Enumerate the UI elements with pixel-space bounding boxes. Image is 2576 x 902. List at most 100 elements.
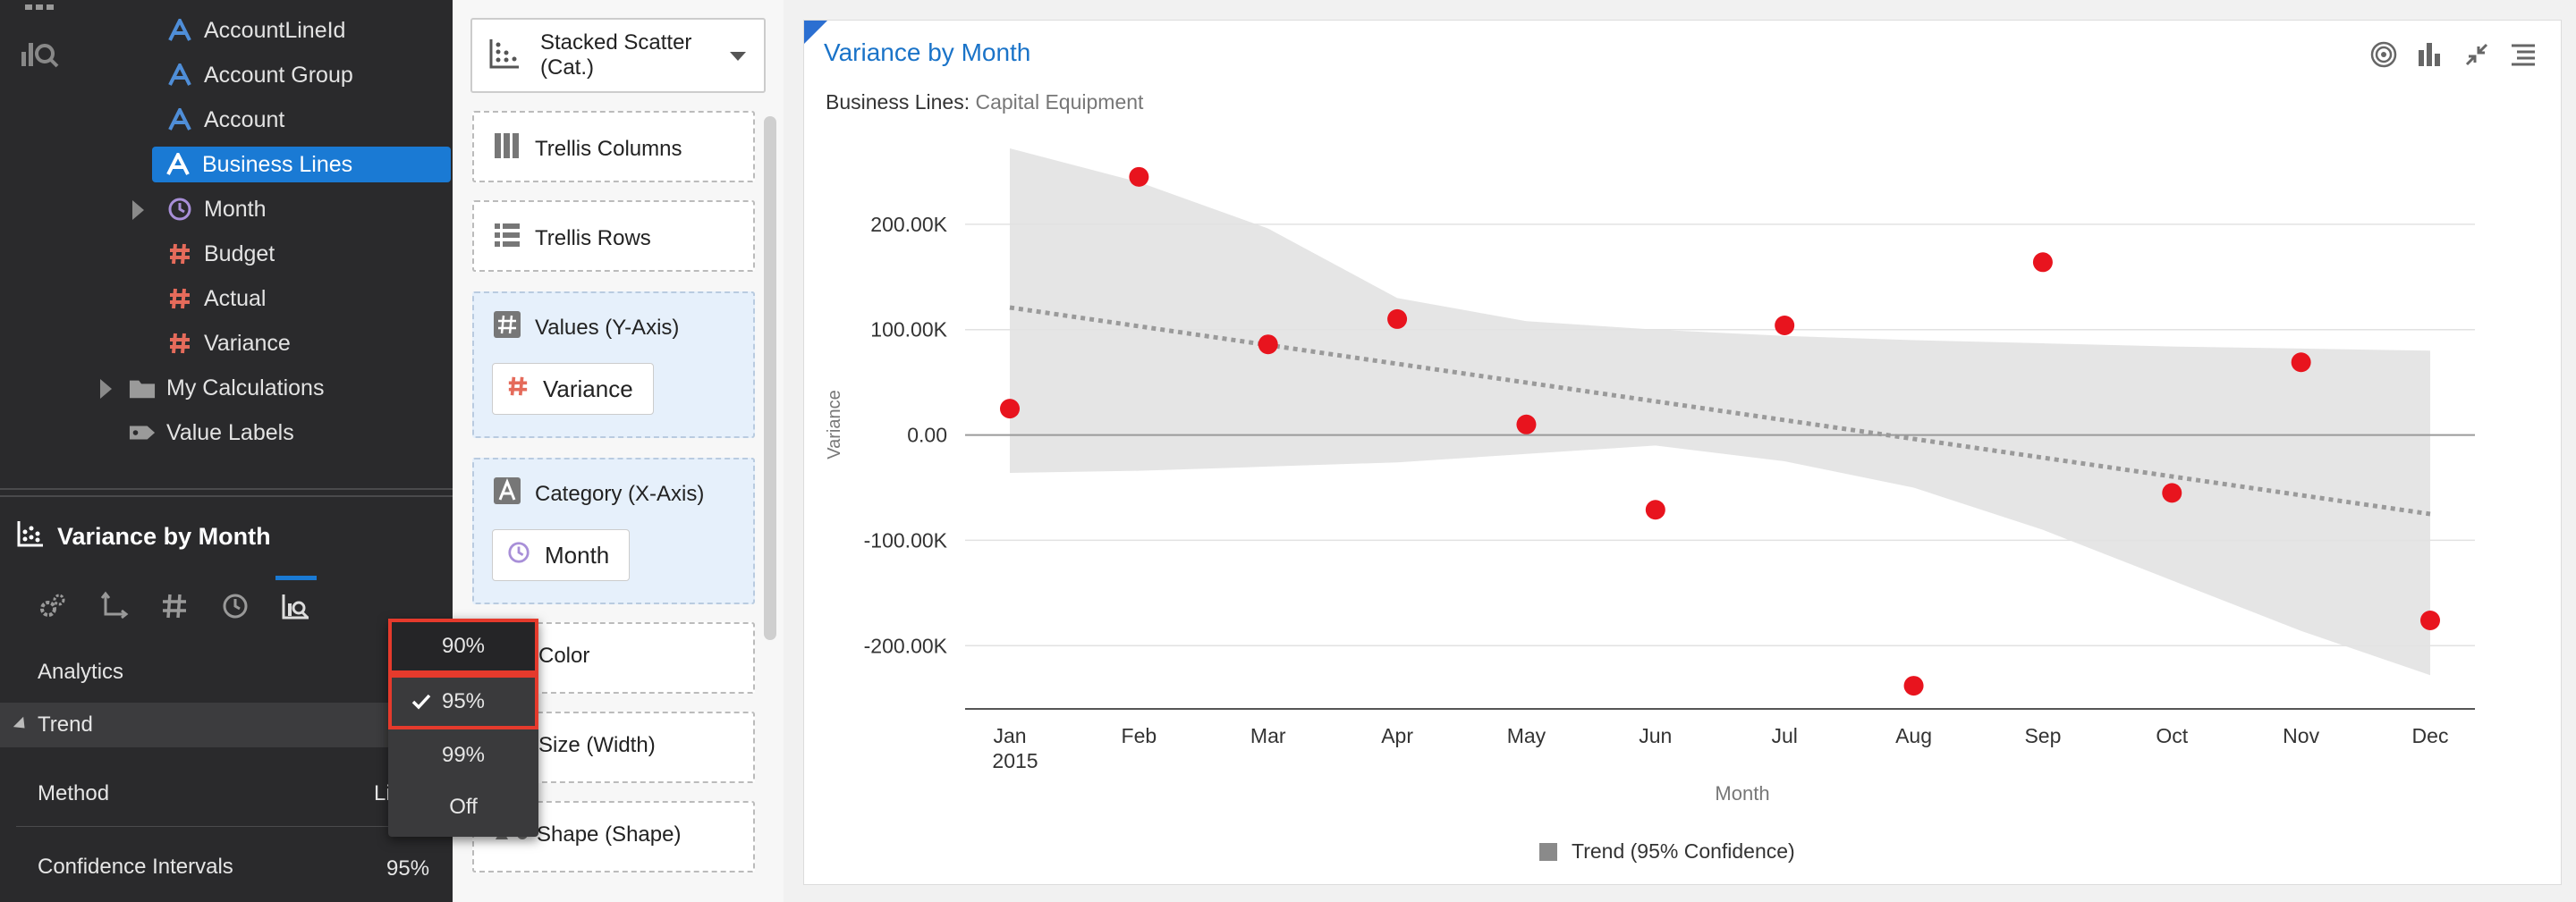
method-value[interactable]: Li [374,781,391,805]
tree-item-account-group[interactable]: Account Group [166,57,353,93]
expand-icon[interactable] [132,200,144,220]
x-tick-label: Apr [1381,724,1413,747]
option-label: 90% [441,634,486,658]
method-label: Method [38,781,110,805]
target-icon[interactable] [2360,37,2407,72]
scatter-chart-icon [488,38,521,74]
columns-icon [494,132,521,165]
tab-general[interactable] [32,579,73,633]
hash-icon [494,311,521,344]
collapse-icon[interactable] [2453,37,2500,72]
category-x-axis-zone[interactable]: Category (X-Axis) Month [472,458,755,604]
x-tick-label: Oct [2156,724,2188,747]
tree-item-label: Budget [204,240,275,266]
data-point [2420,611,2440,630]
x-tick-label: Jan [993,724,1026,747]
clock-icon [223,594,248,619]
confidence-intervals-value[interactable]: 95% [386,856,430,881]
gears-icon [40,594,65,617]
zone-label: Category (X-Axis) [535,481,705,506]
data-point [2032,252,2053,273]
chart-type-select[interactable]: Stacked Scatter (Cat.) [470,18,766,93]
option-95[interactable]: 95% [388,674,538,729]
legend-swatch [1539,842,1557,861]
scatter-chart-icon [16,519,45,554]
data-panel: AccountLineId Account Group Account Busi… [0,0,538,902]
data-point [1000,399,1020,419]
data-point [1129,166,1149,187]
zone-label: Size (Width) [538,733,656,757]
attribute-icon [166,17,193,44]
scatter-plot: 200.00K 100.00K 0.00 -100.00K -200.00K Jan Feb… [825,148,2475,805]
analytics-icon[interactable] [20,34,59,70]
panel-divider [0,488,453,490]
chart-title[interactable]: Variance by Month [824,38,1031,66]
zone-label: Trellis Columns [535,136,682,161]
attribute-icon [166,106,193,133]
values-y-axis-zone[interactable]: Values (Y-Axis) Variance [472,291,755,438]
month-pill[interactable]: Month [492,529,631,581]
filter-label: Business Lines: [826,90,970,114]
trellis-rows-zone[interactable]: Trellis Rows [472,200,755,272]
tree-item-label: My Calculations [166,375,325,400]
chart-toolbar [2360,37,2546,72]
y-tick-label: -100.00K [864,528,948,552]
tree-item-label: Actual [204,285,267,311]
legend-label: Trend (95% Confidence) [1572,839,1795,863]
section-analytics: Analytics [38,660,124,684]
attribute-icon [165,151,191,178]
chart-canvas: Variance by Month Business Lines: Capita… [803,20,2562,885]
tree-item-label: AccountLineId [204,17,346,43]
pill-label: Variance [543,375,633,402]
trend-line [1009,305,2431,517]
tab-analytics[interactable] [275,576,317,633]
tree-item-my-calculations[interactable]: My Calculations [129,370,324,406]
data-point [2291,352,2311,373]
bar-chart-icon[interactable] [2407,37,2453,72]
tab-axis[interactable] [93,579,134,633]
check-icon [411,692,431,718]
tab-time[interactable] [215,579,256,633]
tree-item-accountlineid[interactable]: AccountLineId [166,13,345,48]
zone-label: Trellis Rows [535,225,651,250]
tree-item-actual[interactable]: Actual [166,281,266,316]
menu-icon[interactable] [2500,37,2546,72]
grammar-scrollbar[interactable] [764,116,776,640]
tag-icon [129,419,156,446]
chevron-down-icon [730,52,746,61]
grid-icon[interactable] [25,0,55,10]
tree-item-business-lines[interactable]: Business Lines [152,147,451,182]
tree-item-month[interactable]: Month [166,191,266,227]
panel-divider [0,495,453,497]
option-99[interactable]: 99% [388,729,538,781]
tree-item-label: Month [204,196,267,222]
rows-icon [494,222,521,255]
variance-pill[interactable]: Variance [492,363,654,415]
x-tick-label: Sep [2024,724,2061,747]
trend-section-header[interactable]: Trend [0,703,394,747]
x-tick-label: Aug [1895,724,1932,747]
tree-item-variance[interactable]: Variance [166,325,291,361]
tree-item-label: Variance [204,330,291,356]
x-tick-label: Jun [1639,724,1672,747]
measure-icon [166,330,193,357]
filter-value: Capital Equipment [975,90,1144,114]
option-90[interactable]: 90% [388,619,538,674]
data-point [1387,308,1408,329]
option-label: Off [449,795,478,819]
trellis-columns-zone[interactable]: Trellis Columns [472,111,755,182]
folder-icon [129,375,156,401]
tree-item-budget[interactable]: Budget [166,236,275,272]
y-tick-label: 0.00 [907,424,947,447]
expand-icon[interactable] [100,379,112,399]
viz-title: Variance by Month [16,520,271,552]
trend-label: Trend [38,712,93,737]
tree-item-value-labels[interactable]: Value Labels [129,415,294,451]
y-tick-label: -200.00K [864,634,948,657]
chart-legend[interactable]: Trend (95% Confidence) [1539,839,1795,864]
x-tick-label: May [1507,724,1546,747]
option-off[interactable]: Off [388,781,538,833]
tree-item-account[interactable]: Account [166,102,284,138]
tab-values[interactable] [154,579,195,633]
analytics-icon [282,594,309,620]
